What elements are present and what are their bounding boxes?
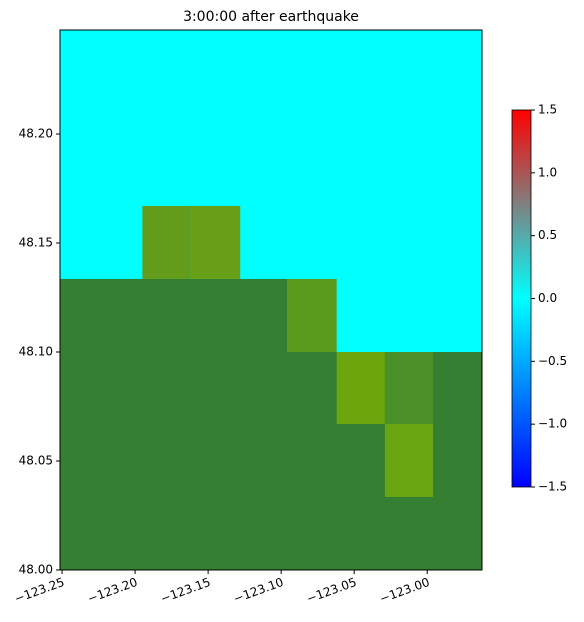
x-tick-label: −123.00	[378, 575, 432, 606]
colorbar-tick-label: 1.0	[538, 165, 557, 179]
x-tick-label: −123.20	[86, 575, 140, 606]
cell	[384, 351, 434, 424]
chart-title: 3:00:00 after earthquake	[183, 9, 359, 25]
cell	[384, 423, 434, 497]
colorbar-tick-label: −1.5	[538, 480, 567, 494]
cell	[336, 351, 385, 424]
cell	[60, 278, 287, 570]
x-tick-label: −123.15	[159, 575, 213, 606]
plot-frame	[59, 29, 483, 571]
y-tick-label: 48.10	[19, 344, 53, 358]
colorbar-tick-label: 1.5	[538, 103, 557, 117]
colorbar-tick-label: −1.0	[538, 417, 567, 431]
x-tick-label: −123.05	[305, 575, 359, 606]
y-tick-label: 48.15	[19, 235, 53, 249]
colorbar-tick-label: 0.5	[538, 228, 557, 242]
cell	[190, 205, 241, 279]
y-tick-label: 48.20	[19, 126, 53, 140]
cell	[286, 278, 337, 352]
y-tick-label: 48.00	[19, 563, 53, 577]
colorbar-tick-label: 0.0	[538, 291, 557, 305]
y-tick-label: 48.05	[19, 453, 53, 467]
cell	[142, 205, 191, 279]
colorbar	[511, 109, 532, 488]
colorbar-tick-label: −0.5	[538, 354, 567, 368]
x-tick-label: −123.25	[13, 575, 67, 606]
x-tick-label: −123.10	[232, 575, 286, 606]
